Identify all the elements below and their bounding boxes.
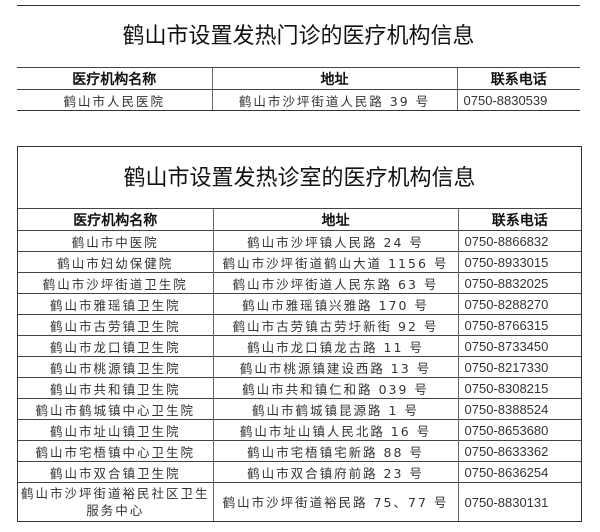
institution-name-cell: 鹤山市共和镇卫生院: [18, 377, 213, 399]
header-name: 医疗机构名称: [17, 67, 212, 90]
address-cell: 鹤山市沙坪街道鹤山大道 1156 号: [212, 251, 458, 273]
address-cell: 鹤山市龙口镇龙古路 11 号: [212, 335, 458, 357]
address-cell: 鹤山市共和镇仁和路 039 号: [212, 377, 458, 399]
table-row: 鹤山市双合镇卫生院 鹤山市双合镇府前路 23 号 0750-8636254: [18, 461, 581, 483]
header-name: 医疗机构名称: [18, 208, 213, 231]
phone-cell: 0750-8766315: [457, 314, 581, 336]
address-cell: 鹤山市沙坪街道人民路 39 号: [211, 89, 457, 111]
address-cell: 鹤山市古劳镇古劳圩新街 92 号: [212, 314, 458, 336]
institution-name-cell: 鹤山市中医院: [18, 230, 213, 252]
table-row: 鹤山市妇幼保健院 鹤山市沙坪街道鹤山大道 1156 号 0750-8933015: [18, 251, 581, 273]
institution-name-cell: 鹤山市桃源镇卫生院: [18, 356, 213, 378]
table-row: 鹤山市沙坪街道卫生院 鹤山市沙坪街道人民东路 63 号 0750-8832025: [18, 272, 581, 294]
header-address: 地址: [211, 67, 457, 90]
phone-cell: 0750-8832025: [457, 272, 581, 294]
section-title: 鹤山市设置发热诊室的医疗机构信息: [123, 166, 476, 191]
phone-cell: 0750-8217330: [457, 356, 581, 378]
table-row: 鹤山市龙口镇卫生院 鹤山市龙口镇龙古路 11 号 0750-8733450: [18, 335, 581, 357]
header-address: 地址: [212, 208, 458, 231]
fever-room-table: 医疗机构名称 地址 联系电话 鹤山市中医院 鹤山市沙坪镇人民路 24 号 0750-…: [18, 208, 581, 522]
institution-name-cell: 鹤山市古劳镇卫生院: [18, 314, 213, 336]
fever-room-section: 鹤山市设置发热诊室的医疗机构信息 医疗机构名称 地址 联系电话 鹤山市中医院 鹤山…: [17, 146, 582, 522]
table-row: 鹤山市人民医院 鹤山市沙坪街道人民路 39 号 0750-8830539: [17, 89, 580, 111]
table-row: 鹤山市共和镇卫生院 鹤山市共和镇仁和路 039 号 0750-8308215: [18, 377, 581, 399]
address-cell: 鹤山市沙坪街道裕民路 75、77 号: [212, 482, 458, 522]
institution-name-cell: 鹤山市龙口镇卫生院: [18, 335, 213, 357]
table-row: 鹤山市中医院 鹤山市沙坪镇人民路 24 号 0750-8866832: [18, 230, 581, 252]
table-row: 鹤山市宅梧镇中心卫生院 鹤山市宅梧镇宅新路 88 号 0750-8633362: [18, 440, 581, 462]
institution-name-cell: 鹤山市宅梧镇中心卫生院: [18, 440, 213, 462]
address-cell: 鹤山市址山镇人民北路 16 号: [212, 419, 458, 441]
institution-name-cell: 鹤山市双合镇卫生院: [18, 461, 213, 483]
address-cell: 鹤山市鹤城镇昆源路 1 号: [212, 398, 458, 420]
table-row: 鹤山市桃源镇卫生院 鹤山市桃源镇建设西路 13 号 0750-8217330: [18, 356, 581, 378]
phone-cell: 0750-8830131: [457, 482, 581, 522]
header-phone: 联系电话: [456, 67, 580, 90]
table-row: 鹤山市鹤城镇中心卫生院 鹤山市鹤城镇昆源路 1 号 0750-8388524: [18, 398, 581, 420]
phone-cell: 0750-8288270: [457, 293, 581, 315]
phone-cell: 0750-8388524: [457, 398, 581, 420]
phone-cell: 0750-8933015: [457, 251, 581, 273]
table-row: 鹤山市沙坪街道裕民社区卫生服务中心 鹤山市沙坪街道裕民路 75、77 号 0750-…: [18, 482, 581, 522]
fever-clinic-table: 医疗机构名称 地址 联系电话 鹤山市人民医院 鹤山市沙坪街道人民路 39 号 075…: [17, 67, 580, 111]
phone-cell: 0750-8636254: [457, 461, 581, 483]
institution-name-cell: 鹤山市址山镇卫生院: [18, 419, 213, 441]
address-cell: 鹤山市双合镇府前路 23 号: [212, 461, 458, 483]
institution-name-cell: 鹤山市沙坪街道卫生院: [18, 272, 213, 294]
table-row: 鹤山市址山镇卫生院 鹤山市址山镇人民北路 16 号 0750-8653680: [18, 419, 581, 441]
institution-name-cell: 鹤山市鹤城镇中心卫生院: [18, 398, 213, 420]
phone-cell: 0750-8733450: [457, 335, 581, 357]
fever-clinic-section: 鹤山市设置发热门诊的医疗机构信息 医疗机构名称 地址 联系电话 鹤山市人民医院鹤…: [17, 5, 580, 111]
phone-cell: 0750-8830539: [456, 89, 580, 111]
phone-cell: 0750-8653680: [457, 419, 581, 441]
institution-name-cell: 鹤山市雅瑶镇卫生院: [18, 293, 213, 315]
phone-cell: 0750-8866832: [457, 230, 581, 252]
table-row: 鹤山市雅瑶镇卫生院 鹤山市雅瑶镇兴雅路 170 号 0750-8288270: [18, 293, 581, 315]
phone-cell: 0750-8308215: [457, 377, 581, 399]
institution-name-cell: 鹤山市沙坪街道裕民社区卫生服务中心: [18, 482, 213, 522]
address-cell: 鹤山市宅梧镇宅新路 88 号: [212, 440, 458, 462]
address-cell: 鹤山市桃源镇建设西路 13 号: [212, 356, 458, 378]
header-phone: 联系电话: [457, 208, 581, 231]
address-cell: 鹤山市雅瑶镇兴雅路 170 号: [212, 293, 458, 315]
institution-name-cell: 鹤山市人民医院: [17, 89, 212, 111]
section-title: 鹤山市设置发热门诊的医疗机构信息: [122, 24, 475, 49]
table-row: 鹤山市古劳镇卫生院 鹤山市古劳镇古劳圩新街 92 号 0750-8766315: [18, 314, 581, 336]
phone-cell: 0750-8633362: [457, 440, 581, 462]
institution-name-cell: 鹤山市妇幼保健院: [18, 251, 213, 273]
address-cell: 鹤山市沙坪街道人民东路 63 号: [212, 272, 458, 294]
address-cell: 鹤山市沙坪镇人民路 24 号: [212, 230, 458, 252]
